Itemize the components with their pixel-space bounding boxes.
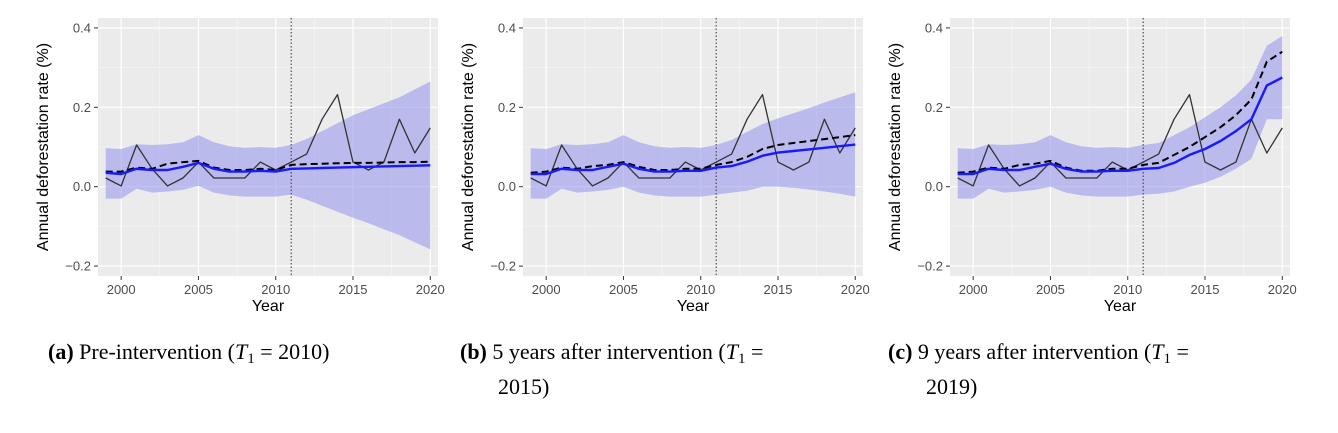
x-axis-title: Year — [1104, 298, 1137, 315]
x-tick-label: 2010 — [1113, 282, 1142, 297]
x-tick-label: 2020 — [416, 282, 445, 297]
x-axis-title: Year — [252, 298, 285, 315]
x-tick-label: 2005 — [1036, 282, 1065, 297]
caption-a-value: 2010) — [278, 339, 330, 364]
series-fitted — [105, 161, 431, 176]
y-tick-label: 0.4 — [73, 20, 91, 35]
caption-c-value: 2019) — [926, 374, 978, 399]
y-tick-label: −0.2 — [65, 259, 91, 274]
x-tick-label: 2000 — [532, 282, 561, 297]
y-tick-label: −0.2 — [490, 259, 516, 274]
confidence-band — [530, 92, 856, 199]
x-tick-label: 2015 — [1191, 282, 1220, 297]
caption-a-text: Pre-intervention ( — [79, 339, 235, 364]
y-tick-label: 0.2 — [73, 100, 91, 115]
y-tick-label: 0.0 — [498, 179, 516, 194]
y-tick-label: 0.4 — [925, 20, 943, 35]
y-axis-title: Annual deforestation rate (%) — [460, 43, 477, 251]
x-axis-title: Year — [677, 298, 710, 315]
y-tick-label: 0.0 — [73, 179, 91, 194]
caption-a: (a) Pre-intervention (T1 = 2010) — [48, 339, 330, 367]
series-observed — [530, 93, 856, 187]
x-tick-label: 2015 — [339, 282, 368, 297]
y-tick-label: −0.2 — [917, 259, 943, 274]
x-tick-label: 2010 — [686, 282, 715, 297]
chart-svg: 2000 2005 2010 2015 2020 −0.2 0.0 0.2 0.4 Year Ann… — [460, 18, 870, 315]
y-axis-title: Annual deforestation rate (%) — [887, 43, 904, 251]
series-fitted — [957, 76, 1283, 176]
caption-c: (c) 9 years after intervention (T1 = 201… — [888, 339, 1189, 399]
x-tick-label: 2015 — [764, 282, 793, 297]
x-tick-label: 2005 — [609, 282, 638, 297]
caption-b-value: 2015) — [498, 374, 550, 399]
x-tick-label: 2020 — [841, 282, 870, 297]
x-tick-label: 2005 — [184, 282, 213, 297]
caption-a-label: (a) — [48, 339, 74, 364]
y-tick-label: 0.2 — [498, 100, 516, 115]
series-fitted — [530, 143, 856, 176]
series-counterfactual — [530, 134, 856, 174]
y-axis-title: Annual deforestation rate (%) — [35, 43, 52, 251]
caption-c-text: 9 years after intervention ( — [917, 339, 1152, 364]
x-tick-label: 2010 — [261, 282, 290, 297]
chart-panel-b: 2000 2005 2010 2015 2020 −0.2 0.0 0.2 0.4 Year Ann… — [445, 8, 875, 328]
caption-b-label: (b) — [460, 339, 487, 364]
x-tick-label: 2000 — [107, 282, 136, 297]
confidence-band — [957, 35, 1283, 199]
x-tick-label: 2000 — [959, 282, 988, 297]
caption-b-text: 5 years after intervention ( — [492, 339, 726, 364]
y-tick-label: 0.0 — [925, 179, 943, 194]
y-tick-label: 0.4 — [498, 20, 516, 35]
caption-b: (b) 5 years after intervention (T1 = 201… — [460, 339, 764, 399]
chart-panel-c: 2000 2005 2010 2015 2020 −0.2 0.0 0.2 0.4 Year Ann… — [872, 8, 1302, 328]
chart-svg: 2000 2005 2010 2015 2020 −0.2 0.0 0.2 0.4 Year Ann… — [887, 18, 1297, 315]
series-counterfactual — [105, 159, 431, 173]
series-counterfactual — [957, 50, 1283, 174]
series-observed — [957, 93, 1283, 187]
caption-c-label: (c) — [888, 339, 913, 364]
x-tick-label: 2020 — [1268, 282, 1297, 297]
chart-svg: 2000 2005 2010 2015 2020 −0.2 0.0 0.2 0.4 Year Ann… — [35, 18, 445, 315]
chart-panel-a: 2000 2005 2010 2015 2020 −0.2 0.0 0.2 0.4 Year Ann… — [20, 8, 450, 328]
y-tick-label: 0.2 — [925, 100, 943, 115]
